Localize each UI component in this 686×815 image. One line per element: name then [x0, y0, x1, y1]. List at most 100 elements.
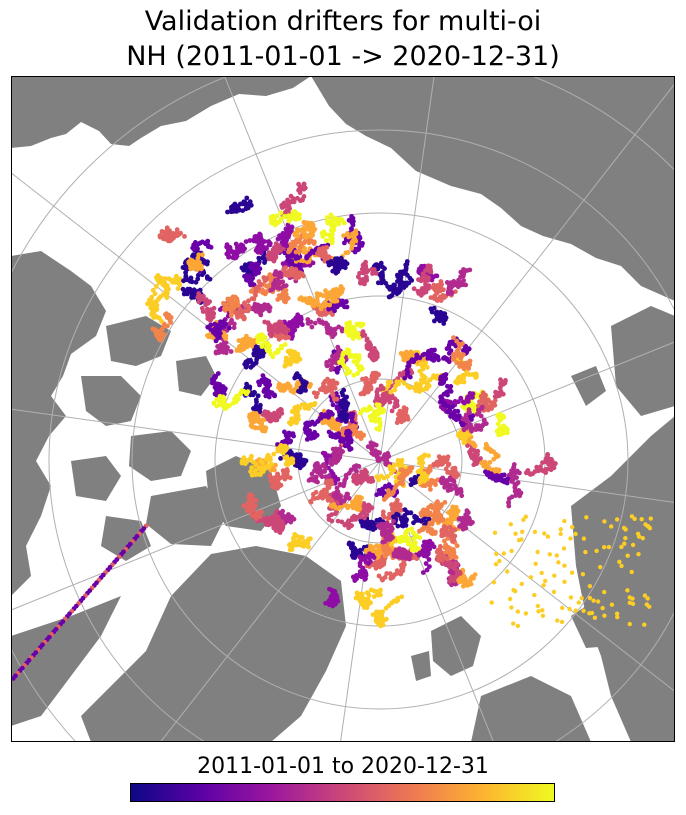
drifter-point	[461, 273, 466, 279]
land-island-4	[71, 456, 121, 501]
drifter-point	[487, 460, 493, 465]
drifter-point	[337, 360, 342, 365]
drifter-point	[213, 381, 219, 387]
drifter-point	[342, 240, 347, 246]
drifter-point	[162, 280, 168, 286]
drifter-point	[292, 323, 298, 329]
drifter-point	[157, 274, 162, 280]
drifter-point	[496, 477, 502, 482]
drifter-point	[349, 544, 354, 550]
drifter-point	[450, 466, 456, 471]
drifter-point	[217, 393, 223, 399]
drifter-point	[297, 239, 303, 245]
drifter-point	[467, 267, 473, 273]
drifter-point	[349, 226, 354, 232]
drifter-point	[284, 434, 290, 440]
drifter-point	[453, 510, 459, 516]
drifter-point	[328, 367, 334, 372]
drifter-point	[349, 240, 354, 246]
drifter-point	[505, 476, 510, 482]
drifter-point	[376, 573, 382, 579]
drifter-point	[211, 377, 217, 383]
drifter-point	[351, 372, 357, 378]
drifter-point	[500, 380, 505, 385]
drifter-point	[395, 523, 401, 529]
drifter-point	[446, 359, 452, 365]
drifter-point	[525, 468, 531, 473]
drifter-point	[337, 422, 342, 427]
drifter-point	[398, 411, 404, 417]
drifter-point	[421, 543, 426, 549]
drifter-point	[373, 270, 379, 276]
drifter-point	[304, 222, 310, 227]
drifter-point	[227, 403, 233, 408]
drifter-point	[295, 351, 301, 357]
drifter-point	[294, 255, 300, 261]
drifter-point	[149, 294, 155, 300]
drifter-point	[437, 314, 443, 320]
drifter-point	[282, 342, 288, 347]
drifter-point	[330, 402, 336, 408]
drifter-point	[307, 251, 313, 257]
land-right-island	[571, 366, 606, 406]
drifter-point	[375, 280, 381, 286]
drifter-point	[187, 286, 193, 292]
drifter-point	[392, 387, 398, 393]
drifter-point	[345, 250, 351, 255]
drifter-point	[387, 294, 393, 299]
drifter-point	[308, 436, 314, 441]
drifter-point	[249, 261, 255, 267]
drifter-point	[400, 551, 406, 557]
drifter-point	[358, 280, 363, 286]
drifter-tracks	[11, 181, 653, 681]
drifter-point	[332, 308, 337, 314]
drifter-point	[434, 273, 440, 279]
drifter-point	[402, 408, 408, 414]
drifter-point	[423, 286, 428, 292]
drifter-point	[330, 329, 335, 335]
drifter-point	[417, 469, 423, 475]
drifter-point	[326, 409, 331, 415]
drifter-point	[411, 286, 417, 292]
drifter-point	[374, 262, 379, 267]
drifter-point	[305, 320, 311, 326]
drifter-point	[183, 270, 189, 275]
drifter-point	[349, 214, 354, 219]
drifter-point	[262, 260, 267, 265]
drifter-point	[506, 500, 511, 506]
drifter-point	[252, 347, 257, 353]
drifter-point	[421, 473, 427, 478]
drifter-point	[479, 404, 485, 410]
drifter-point	[402, 375, 408, 381]
drifter-point	[199, 272, 205, 278]
drifter-point	[350, 231, 355, 237]
drifter-point	[433, 353, 439, 359]
drifter-point	[357, 270, 362, 276]
land-island-3	[129, 431, 191, 481]
drifter-point	[239, 340, 245, 346]
drifter-point	[385, 379, 391, 385]
drifter-point	[271, 393, 277, 398]
drifter-point	[352, 249, 358, 255]
drifter-point	[231, 325, 237, 331]
figure-title-line1: Validation drifters for multi-oi	[144, 6, 542, 37]
drifter-point	[330, 360, 336, 366]
drifter-point	[428, 295, 434, 300]
drifter-point	[286, 249, 291, 255]
drifter-point	[424, 380, 430, 385]
land-alaska	[11, 76, 311, 148]
drifter-point	[222, 386, 228, 392]
drifter-point	[290, 243, 296, 249]
drifter-point	[379, 270, 385, 275]
drifter-point	[301, 240, 307, 246]
drifter-point	[285, 349, 291, 354]
drifter-point	[380, 278, 386, 284]
drifter-point	[195, 272, 201, 278]
drifter-point	[241, 389, 247, 395]
drifter-point	[354, 463, 359, 468]
land-novaya-zemlya	[571, 416, 675, 742]
drifter-point	[349, 246, 354, 251]
drifter-point	[323, 238, 329, 243]
drifter-point	[168, 320, 174, 325]
drifter-point	[451, 335, 456, 340]
